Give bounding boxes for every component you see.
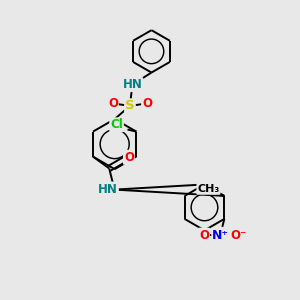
Text: O⁻: O⁻ (230, 229, 247, 242)
Text: HN: HN (122, 78, 142, 91)
Text: N⁺: N⁺ (212, 229, 229, 242)
Text: S: S (125, 99, 135, 112)
Text: O: O (108, 97, 118, 110)
Text: O: O (124, 151, 134, 164)
Text: HN: HN (98, 182, 118, 196)
Text: O: O (199, 229, 209, 242)
Text: CH₃: CH₃ (197, 184, 220, 194)
Text: O: O (142, 97, 152, 110)
Text: Cl: Cl (110, 118, 123, 131)
